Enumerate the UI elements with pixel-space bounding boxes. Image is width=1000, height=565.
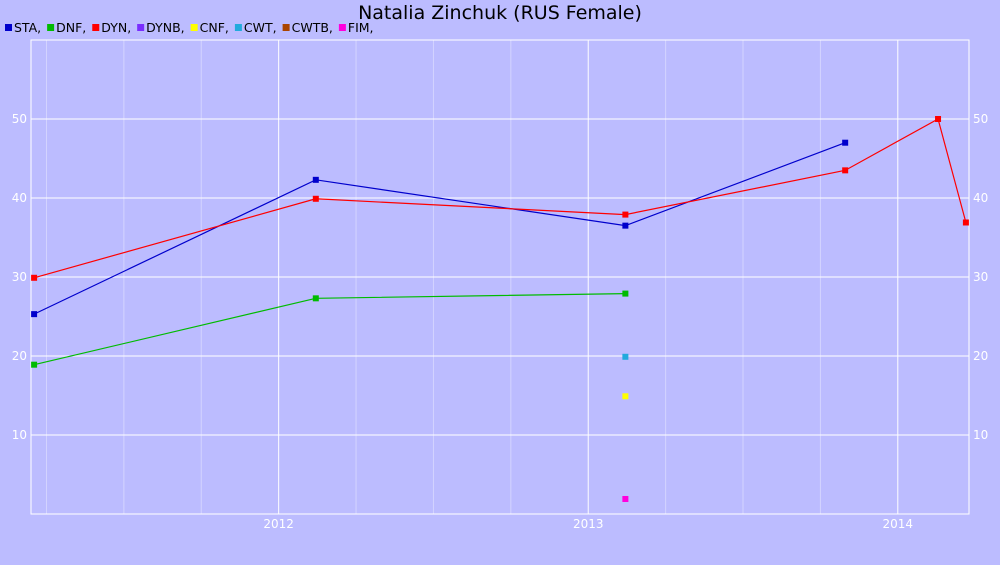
legend: STA, DNF, DYN, DYNB, CNF, CWT, CWTB, FIM, — [5, 20, 374, 35]
data-point-dnf — [31, 361, 38, 368]
y-tick-label-right: 10 — [973, 428, 988, 442]
y-tick-label-left: 10 — [12, 428, 27, 442]
series-sta — [31, 139, 849, 318]
chart-title: Natalia Zinchuk (RUS Female) — [358, 2, 642, 24]
legend-label-dnf: DNF, — [56, 20, 86, 35]
series-dyn — [31, 116, 969, 281]
legend-swatch-dyn — [92, 24, 100, 31]
data-point-dyn — [622, 211, 629, 218]
data-point-dyn — [312, 195, 319, 202]
data-point-dnf — [312, 295, 319, 302]
data-point-sta — [842, 139, 849, 146]
data-point-sta — [312, 176, 319, 183]
grid — [30, 39, 970, 515]
legend-label-cwtb: CWTB, — [292, 20, 333, 35]
data-point-fim — [622, 495, 629, 502]
y-tick-label-left: 30 — [12, 270, 27, 284]
legend-swatch-dynb — [137, 24, 145, 31]
legend-swatch-cnf — [190, 24, 198, 31]
legend-swatch-cwtb — [282, 24, 290, 31]
data-point-dyn — [842, 167, 849, 174]
y-tick-label-right: 20 — [973, 349, 988, 363]
series-dnf — [31, 290, 629, 368]
y-tick-label-right: 40 — [973, 191, 988, 205]
legend-swatch-fim — [338, 24, 346, 31]
series-fim — [622, 495, 629, 502]
legend-label-fim: FIM, — [348, 20, 374, 35]
x-tick-label: 2012 — [263, 517, 294, 531]
x-tick-label: 2014 — [883, 517, 914, 531]
series-cnf — [622, 393, 629, 400]
y-tick-label-right: 30 — [973, 270, 988, 284]
data-point-cnf — [622, 393, 629, 400]
legend-label-sta: STA, — [14, 20, 41, 35]
series-line-sta — [33, 142, 846, 315]
legend-label-dynb: DYNB, — [146, 20, 184, 35]
y-tick-label-right: 50 — [973, 112, 988, 126]
x-tick-label: 2013 — [573, 517, 604, 531]
series-line-dyn — [33, 118, 967, 279]
series-group — [31, 116, 969, 502]
y-tick-label-left: 40 — [12, 191, 27, 205]
data-point-sta — [622, 222, 629, 229]
legend-label-cnf: CNF, — [200, 20, 229, 35]
data-point-dyn — [935, 116, 942, 122]
series-line-dnf — [33, 292, 626, 366]
legend-label-cwt: CWT, — [244, 20, 277, 35]
data-point-sta — [31, 311, 38, 318]
data-point-dyn — [962, 219, 969, 226]
legend-swatch-cwt — [234, 24, 242, 31]
legend-label-dyn: DYN, — [101, 20, 131, 35]
data-point-cwt — [622, 353, 629, 360]
y-tick-label-left: 20 — [12, 349, 27, 363]
series-cwt — [622, 353, 629, 360]
legend-swatch-sta — [5, 24, 12, 31]
y-tick-label-left: 50 — [12, 112, 27, 126]
data-point-dnf — [622, 290, 629, 297]
plot-frame — [30, 39, 970, 515]
tick-labels: 10 10 20 20 30 30 40 40 50 50 2012 2013 2014 — [12, 112, 989, 531]
legend-swatch-dnf — [47, 24, 55, 31]
data-point-dyn — [31, 274, 38, 281]
